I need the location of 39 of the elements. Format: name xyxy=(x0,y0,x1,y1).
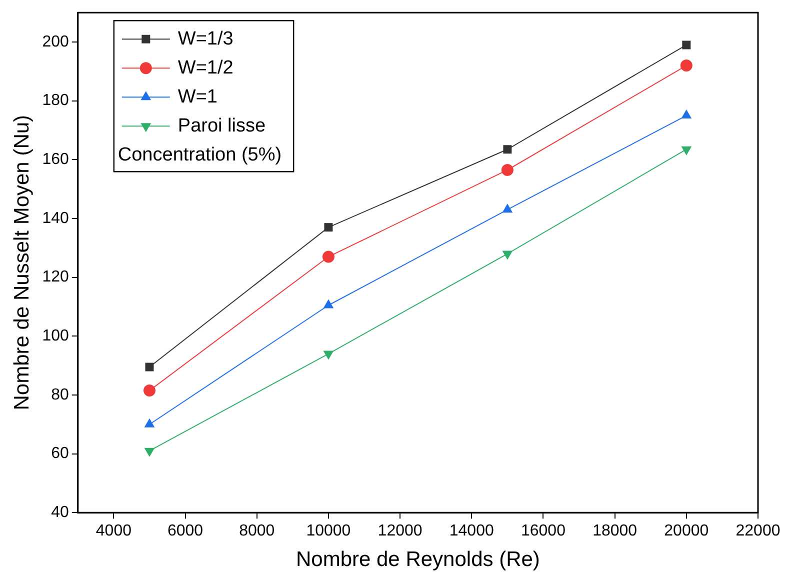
y-tick-label: 40 xyxy=(51,504,69,522)
x-tick-label: 8000 xyxy=(239,522,275,540)
y-tick-label: 160 xyxy=(42,151,69,168)
point xyxy=(681,146,692,156)
point xyxy=(682,40,691,50)
point xyxy=(681,110,692,119)
y-tick-label: 140 xyxy=(42,210,69,227)
point xyxy=(680,60,692,72)
x-tick-label: 18000 xyxy=(592,522,638,540)
y-tick-label: 60 xyxy=(51,445,69,462)
legend-label: Paroi lisse xyxy=(178,115,266,136)
point xyxy=(502,250,513,260)
legend-label: W=1/3 xyxy=(178,28,234,50)
legend-label: W=1 xyxy=(178,86,218,108)
y-tick-label: 180 xyxy=(42,92,69,110)
y-axis-title: Nombre de Nusselt Moyen (Nu) xyxy=(10,114,34,410)
point xyxy=(323,350,334,360)
point xyxy=(324,223,333,232)
x-tick-label: 12000 xyxy=(378,522,422,540)
y-tick-label: 80 xyxy=(51,386,69,404)
point xyxy=(501,164,514,176)
legend-label: W=1/2 xyxy=(178,57,234,78)
x-tick-label: 22000 xyxy=(736,522,780,540)
y-tick-label: 100 xyxy=(42,328,69,345)
point xyxy=(144,448,155,457)
point xyxy=(143,384,156,397)
legend-title: Concentration (5%) xyxy=(118,144,282,166)
point xyxy=(145,362,154,372)
y-tick-label: 120 xyxy=(42,268,69,286)
x-tick-label: 20000 xyxy=(664,522,709,540)
x-tick-label: 14000 xyxy=(449,522,494,540)
x-tick-label: 10000 xyxy=(306,522,351,540)
x-axis-title: Nombre de Reynolds (Re) xyxy=(296,548,540,572)
y-tick-label: 200 xyxy=(42,33,69,50)
point xyxy=(503,145,512,154)
x-tick-label: 16000 xyxy=(520,522,566,540)
point xyxy=(322,250,334,263)
x-tick-label: 6000 xyxy=(167,522,204,540)
x-tick-label: 4000 xyxy=(96,522,132,540)
